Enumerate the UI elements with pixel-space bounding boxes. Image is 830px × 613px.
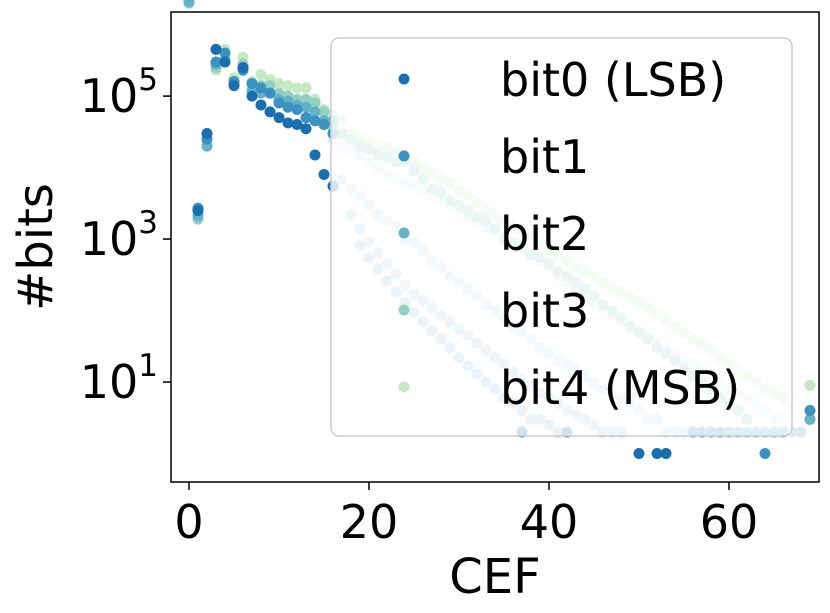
y-tick-label: 103 — [80, 205, 158, 266]
y-axis-label: #bits — [8, 183, 64, 311]
y-axis: 101 103 105 — [80, 62, 171, 409]
data-point-series-0 — [651, 448, 663, 459]
x-tick-label: 40 — [520, 495, 579, 549]
legend-marker — [398, 73, 410, 85]
data-point-series-1 — [291, 104, 303, 115]
data-point-series-1 — [804, 405, 816, 416]
data-point-series-1 — [759, 448, 771, 459]
data-point-series-5 — [795, 426, 807, 438]
data-point-series-4 — [300, 82, 312, 94]
data-point-series-0 — [300, 123, 312, 135]
data-point-series-0 — [210, 43, 222, 55]
legend-marker — [398, 227, 410, 239]
data-point-series-1 — [300, 112, 312, 124]
data-point-series-1 — [210, 56, 222, 68]
data-point-series-0 — [291, 119, 303, 130]
data-point-series-0 — [273, 112, 285, 124]
data-point-series-0 — [282, 117, 294, 129]
data-point-series-0 — [309, 149, 321, 161]
data-point-series-0 — [255, 99, 267, 111]
legend-label: bit3 — [500, 284, 589, 338]
x-axis-label: CEF — [449, 549, 540, 605]
data-point-series-3 — [300, 93, 312, 105]
data-point-series-1 — [264, 87, 276, 99]
legend-marker — [398, 304, 410, 316]
data-point-series-0 — [219, 56, 231, 68]
legend: bit0 (LSB) bit1 bit2 bit3 bit4 (MSB) — [330, 37, 793, 437]
data-point-series-1 — [273, 97, 285, 109]
legend-marker — [398, 150, 410, 162]
data-point-series-0 — [660, 448, 672, 459]
data-point-series-0 — [318, 169, 330, 180]
data-point-series-0 — [201, 128, 213, 139]
legend-label: bit1 — [500, 130, 589, 184]
data-point-series-4 — [282, 80, 294, 92]
data-point-series-2 — [300, 101, 312, 113]
legend-box — [330, 37, 793, 437]
x-axis: 0 20 40 60 — [174, 482, 758, 549]
legend-label: bit2 — [500, 207, 589, 261]
legend-label: bit4 (MSB) — [500, 361, 740, 415]
data-point-series-0 — [264, 106, 276, 118]
data-point-series-0 — [633, 448, 645, 459]
x-tick-label: 0 — [174, 495, 203, 549]
data-point-series-0 — [228, 80, 240, 92]
data-point-series-2 — [309, 106, 321, 118]
data-point-series-2 — [804, 413, 816, 425]
data-point-series-1 — [219, 47, 231, 59]
x-tick-label: 60 — [700, 495, 759, 549]
x-tick-label: 20 — [340, 495, 399, 549]
data-point-series-1 — [309, 115, 321, 127]
data-point-series-4 — [273, 78, 285, 89]
y-tick-label: 105 — [80, 62, 158, 123]
data-point-series-4 — [291, 82, 303, 94]
data-point-series-1 — [246, 78, 258, 89]
data-point-series-1 — [255, 82, 267, 94]
data-point-series-4 — [255, 69, 267, 81]
data-point-series-2 — [183, 0, 195, 8]
data-point-series-3 — [309, 97, 321, 109]
data-point-series-0 — [246, 90, 258, 102]
data-point-series-4 — [804, 379, 816, 391]
data-point-series-0 — [192, 205, 204, 217]
legend-marker — [398, 381, 410, 393]
data-point-series-1 — [282, 101, 294, 113]
legend-label: bit0 (LSB) — [500, 53, 726, 107]
data-point-series-3 — [318, 106, 330, 118]
y-tick-label: 101 — [80, 348, 158, 409]
data-point-series-1 — [318, 119, 330, 130]
data-point-series-0 — [237, 62, 249, 74]
plot-frame — [170, 11, 820, 483]
